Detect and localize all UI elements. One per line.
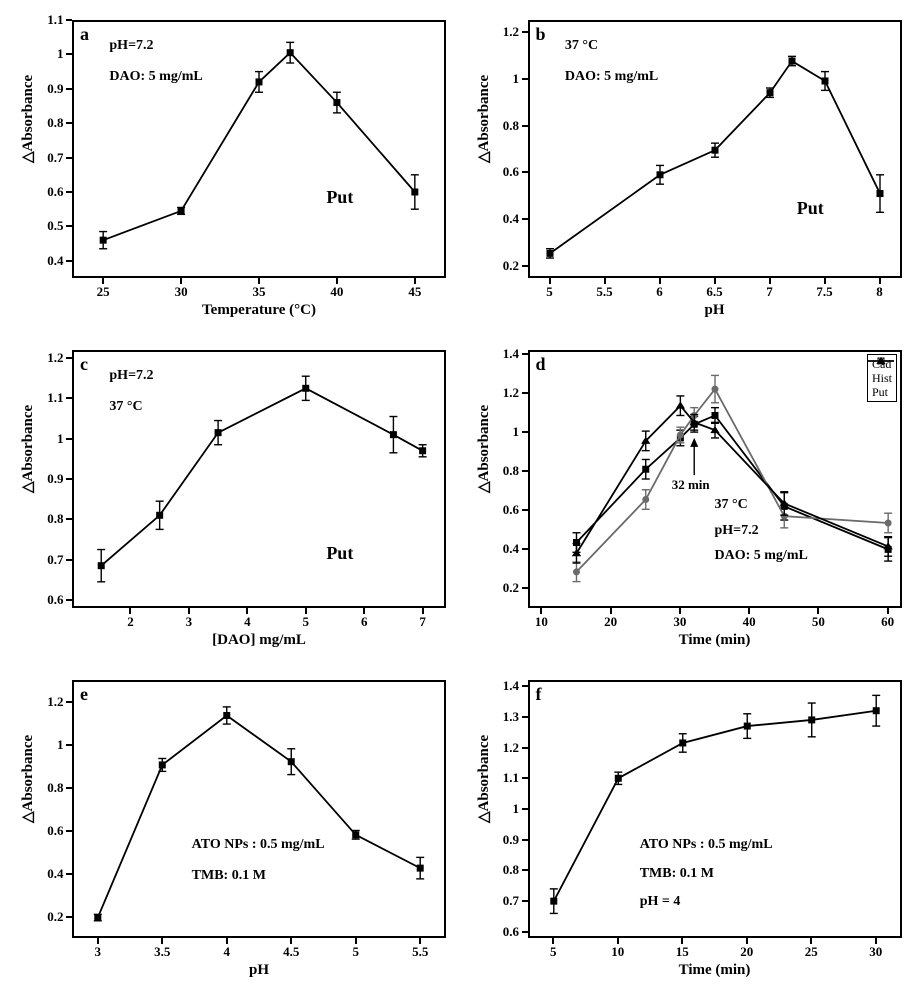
annotation: Put bbox=[326, 543, 353, 564]
series-svg bbox=[464, 338, 914, 662]
annotation: DAO: 5 mg/mL bbox=[715, 548, 808, 564]
annotation: pH=7.2 bbox=[109, 38, 153, 54]
legend-label: Hist bbox=[872, 371, 892, 385]
annotation: DAO: 5 mg/mL bbox=[109, 69, 202, 85]
annotation: 37 °C bbox=[715, 497, 748, 513]
annotation: 37 °C bbox=[109, 399, 142, 415]
series-svg bbox=[8, 338, 458, 662]
annotation: DAO: 5 mg/mL bbox=[565, 69, 658, 85]
annotation: pH = 4 bbox=[640, 894, 681, 910]
panel-a: 25303540450.40.50.60.70.80.911.1Temperat… bbox=[8, 8, 458, 332]
arrow-label: 32 min bbox=[672, 477, 710, 493]
panel-f: 510152025300.60.70.80.911.11.21.31.4Time… bbox=[464, 668, 914, 992]
series-svg bbox=[464, 8, 914, 332]
panel-e: 33.544.555.50.20.40.60.811.2pH△Absorbanc… bbox=[8, 668, 458, 992]
legend-item: Hist bbox=[872, 371, 892, 385]
figure-page: 25303540450.40.50.60.70.80.911.1Temperat… bbox=[0, 0, 921, 1000]
annotation: pH=7.2 bbox=[715, 523, 759, 539]
annotation: ATO NPs : 0.5 mg/mL bbox=[192, 837, 325, 853]
series-svg bbox=[8, 8, 458, 332]
legend-label: Put bbox=[872, 385, 888, 399]
panel-b: 55.566.577.580.20.40.60.811.2pH△Absorban… bbox=[464, 8, 914, 332]
series-svg bbox=[8, 668, 458, 992]
annotation: 37 °C bbox=[565, 38, 598, 54]
annotation: ATO NPs : 0.5 mg/mL bbox=[640, 837, 773, 853]
annotation: Put bbox=[326, 187, 353, 208]
panel-c: 2345670.60.70.80.911.11.2[DAO] mg/mL△Abs… bbox=[8, 338, 458, 662]
annotation: TMB: 0.1 M bbox=[640, 866, 714, 882]
legend-item: Put bbox=[872, 385, 892, 399]
series-svg bbox=[464, 668, 914, 992]
legend: CadHistPut bbox=[867, 354, 897, 402]
annotation: Put bbox=[797, 198, 824, 219]
annotation: TMB: 0.1 M bbox=[192, 868, 266, 884]
panel-d: 1020304050600.20.40.60.811.21.4Time (min… bbox=[464, 338, 914, 662]
panel-grid: 25303540450.40.50.60.70.80.911.1Temperat… bbox=[0, 0, 921, 1000]
annotation: pH=7.2 bbox=[109, 368, 153, 384]
